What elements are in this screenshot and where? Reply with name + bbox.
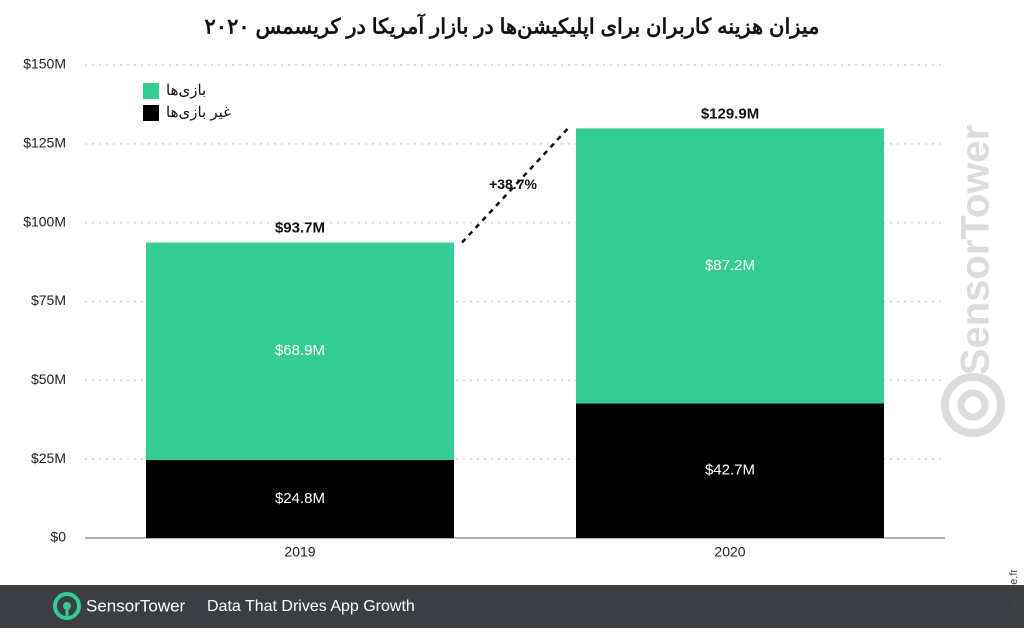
footer-band: [0, 585, 1024, 628]
footer-logo: [53, 592, 81, 620]
total-label: $129.9M: [701, 105, 759, 122]
y-tick-label: $25M: [31, 450, 66, 466]
watermark: SensorTower: [954, 125, 998, 375]
y-tick-label: $0: [50, 529, 66, 545]
y-tick-label: $75M: [31, 292, 66, 308]
bar-segment: [576, 128, 884, 404]
total-label: $93.7M: [275, 220, 325, 237]
value-label: $87.2M: [705, 257, 755, 274]
watermark-logo: [941, 373, 1005, 437]
y-tick-label: $100M: [23, 213, 66, 229]
bar-segment: [146, 242, 454, 460]
footer-brand: SensorTower: [86, 596, 186, 615]
chart-title: میزان هزینه کاربران برای اپلیکیشن‌ها در …: [205, 13, 820, 40]
legend-label: بازی‌ها: [166, 82, 206, 99]
bar-segment: [146, 459, 454, 538]
legend-swatch: [143, 105, 159, 121]
value-label: $24.8M: [275, 490, 325, 507]
legend-swatch: [143, 83, 159, 99]
y-tick-label: $50M: [31, 371, 66, 387]
y-tick-label: $150M: [23, 56, 66, 72]
value-label: $42.7M: [705, 462, 755, 479]
annotation: +38.7%: [489, 176, 537, 192]
value-label: $68.9M: [275, 342, 325, 359]
bar-segment: [576, 403, 884, 538]
x-tick-label: 2020: [714, 544, 745, 560]
source-mark: mobile.fr: [1008, 569, 1020, 612]
legend-label: غیر بازی‌ها: [166, 104, 231, 121]
footer-tagline: Data That Drives App Growth: [207, 598, 415, 615]
x-tick-label: 2019: [284, 544, 315, 560]
y-tick-label: $125M: [23, 135, 66, 151]
